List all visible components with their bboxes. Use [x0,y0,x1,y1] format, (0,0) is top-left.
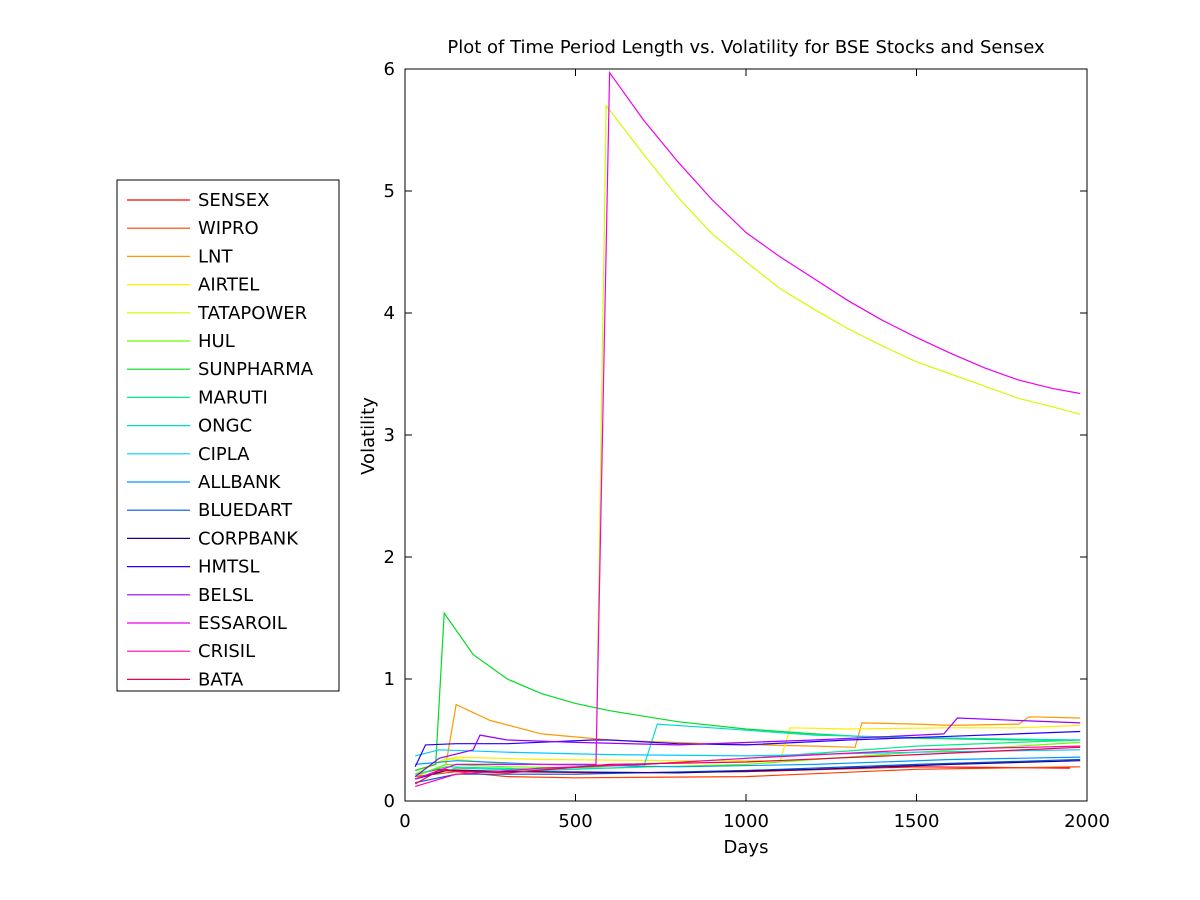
series-line-cipla [415,749,1081,757]
legend-label-belsl: BELSL [198,585,253,606]
legend-label-tatapower: TATAPOWER [197,303,307,324]
legend-label-wipro: WIPRO [198,218,259,239]
y-tick-label: 6 [384,59,395,80]
legend-box [116,179,340,692]
x-tick-label: 2000 [1064,811,1110,832]
legend-label-maruti: MARUTI [198,387,268,408]
x-tick-label: 1000 [723,811,769,832]
legend-label-lnt: LNT [198,246,233,267]
y-tick-label: 2 [384,547,395,568]
legend-label-sensex: SENSEX [198,190,269,211]
series-line-sunpharma [415,611,1081,772]
legend-label-cipla: CIPLA [198,444,250,465]
y-tick-label: 5 [384,181,395,202]
series-line-belsl [414,717,1081,778]
y-axis-label: Volatility [358,397,379,475]
series-line-bata [414,746,1081,785]
x-tick-label: 1500 [894,811,940,832]
series-line-hmtsl [414,730,1081,768]
legend-label-bata: BATA [198,669,244,690]
legend-label-hul: HUL [198,331,235,352]
series-line-lnt [414,703,1081,778]
y-tick-label: 4 [384,303,395,324]
y-tick-label: 3 [384,425,395,446]
series-line-ongc [415,723,1081,780]
series-line-essaroil [414,70,1081,780]
legend-label-sunpharma: SUNPHARMA [198,359,314,380]
series-line-allbank [415,756,1081,768]
series-line-airtel [415,724,1081,772]
legend-label-airtel: AIRTEL [198,275,259,296]
y-tick-label: 0 [384,791,395,812]
chart-title: Plot of Time Period Length vs. Volatilit… [447,37,1045,58]
legend-label-bluedart: BLUEDART [198,500,293,521]
legend-label-essaroil: ESSAROIL [198,613,287,634]
x-tick-label: 500 [558,811,592,832]
y-tick-label: 1 [384,669,395,690]
series-layer [414,70,1081,787]
x-tick-label: 0 [399,811,410,832]
axis-ticks: 0 500 1000 1500 2000 0 1 2 3 4 5 6 [384,59,1110,832]
legend: SENSEX WIPRO LNT AIRTEL TATAPOWER HUL SUNPHARM… [116,179,340,692]
legend-label-crisil: CRISIL [198,641,255,662]
legend-label-allbank: ALLBANK [198,472,281,493]
plot-area [404,68,1088,802]
series-line-wipro [415,766,1081,779]
legend-label-ongc: ONGC [198,416,252,437]
legend-label-hmtsl: HMTSL [198,557,260,578]
x-axis-label: Days [724,837,769,858]
legend-label-corpbank: CORPBANK [198,528,299,549]
